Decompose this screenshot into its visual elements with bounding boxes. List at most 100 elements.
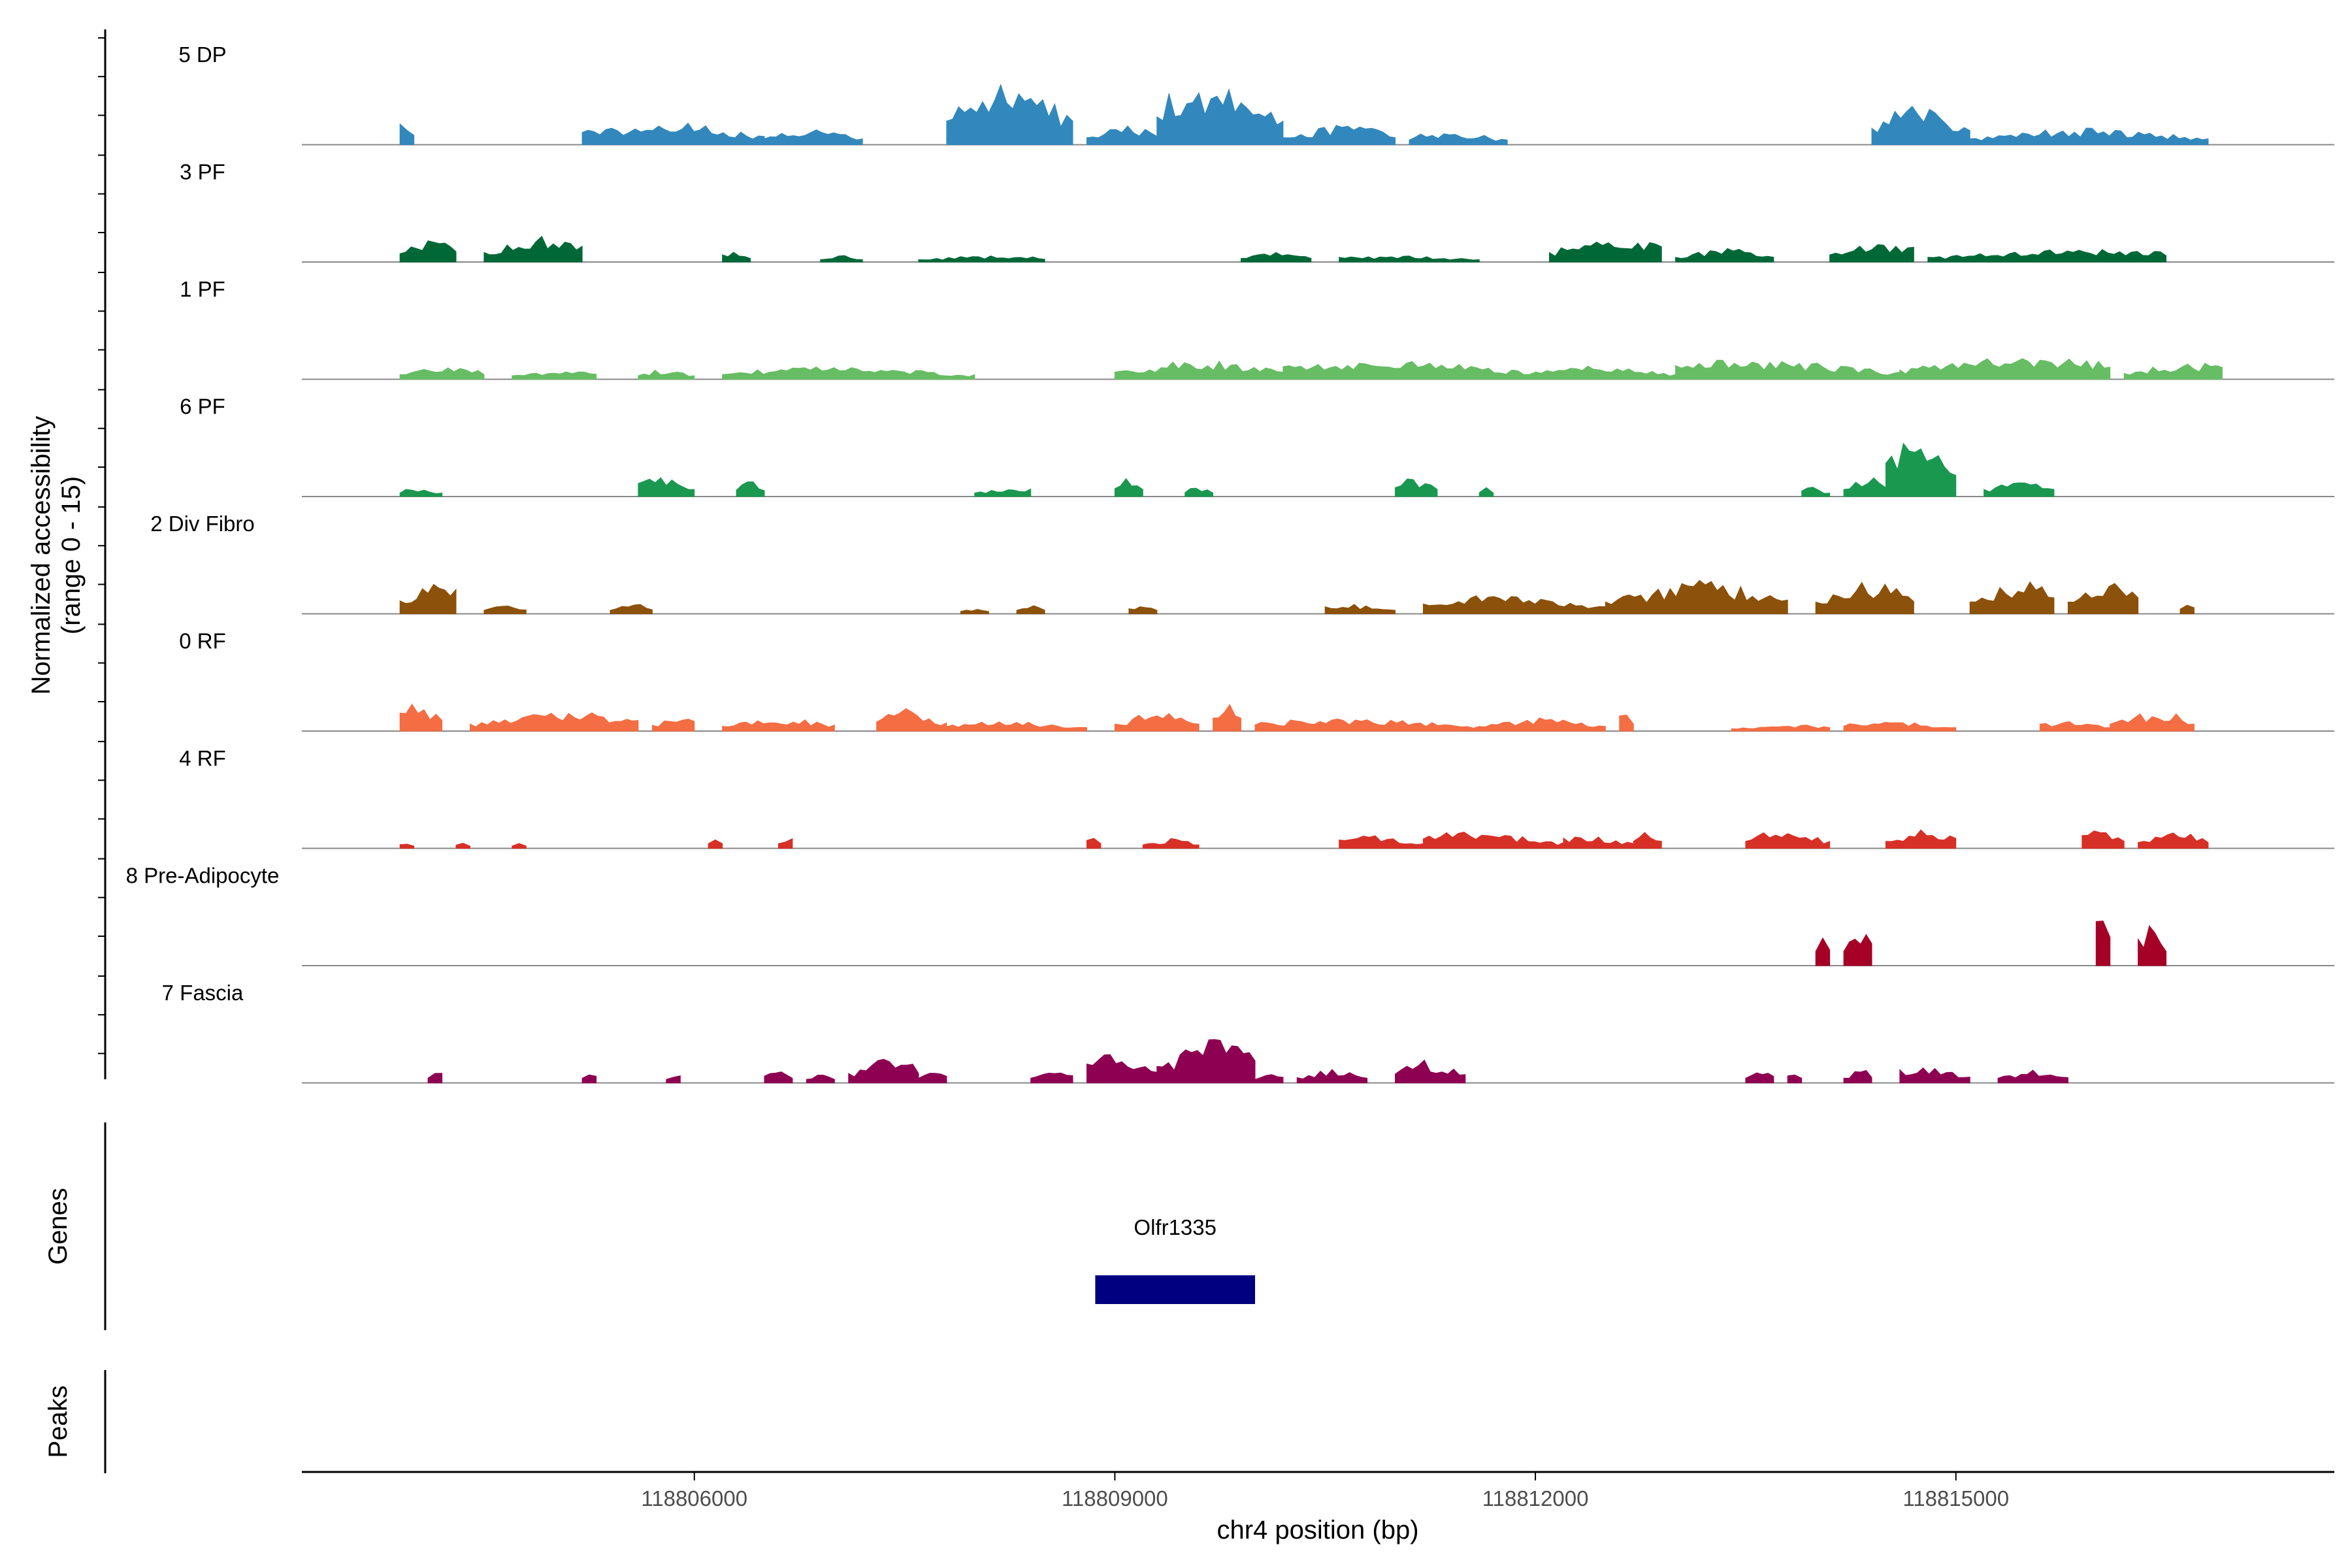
coverage-peak [399,583,457,614]
track-3: 6 PF [180,395,2334,497]
gene-body [1095,1275,1255,1304]
coverage-peak [638,477,695,497]
coverage-peak [1815,581,1914,614]
coverage-peak [1675,248,1774,263]
track-label: 4 RF [179,746,226,770]
coverage-peak [483,235,583,263]
y-axis-title-line1: Normalized accessibility [27,416,56,695]
coverage-peak [1254,718,1480,732]
track-7: 8 Pre-Adipocyte [126,864,2334,966]
coverage-peak [1997,1070,2068,1083]
track-0: 5 DP [178,42,2334,146]
track-8: 7 Fascia [162,981,2334,1084]
coverage-peak [1478,487,1494,497]
coverage-peak [722,719,835,732]
coverage-peak [1282,125,1396,145]
coverage-peak [610,604,653,614]
coverage-peak [1885,829,1957,849]
coverage-peak [1254,1074,1284,1083]
coverage-peak [736,481,765,497]
coverage-peak [2110,713,2195,732]
coverage-peak [483,605,527,614]
coverage-peak [1563,836,1634,849]
coverage-peak [1478,717,1606,732]
coverage-peak [1114,360,1284,380]
coverage-peak [1633,832,1662,849]
coverage-peak [918,1073,947,1083]
coverage-peak [455,842,470,849]
track-1: 3 PF [180,160,2334,263]
coverage-peak [764,1071,793,1083]
coverage-peak [638,369,695,380]
track-4: 2 Div Fibro [150,512,2334,615]
track-label: 1 PF [180,277,225,301]
coverage-peak [1422,595,1606,614]
x-tick-label: 118815000 [1903,1486,2009,1511]
coverage-peak [778,838,793,849]
coverage-peak [651,719,695,732]
coverage-peak [820,255,863,263]
coverage-peak [399,843,415,849]
coverage-peak [1815,937,1831,966]
coverage-peak [1829,244,1914,263]
track-label: 3 PF [180,160,225,184]
coverage-peak [1549,241,1662,263]
coverage-peak [1296,1069,1368,1083]
gene-annotations: Olfr1335 [1095,1215,1255,1304]
coverage-peak [1128,606,1158,614]
coverage-peak [2067,583,2139,614]
coverage-peak [581,1074,597,1083]
coverage-peak [2180,604,2195,614]
coverage-peak [1241,252,1312,263]
coverage-peak [512,371,597,380]
coverage-peak [1899,1067,1970,1083]
coverage-peak [1969,127,2209,145]
peaks-panel-label: Peaks [44,1385,73,1458]
coverage-peak [946,84,1073,145]
coverage-peak [1745,1072,1774,1083]
coverage-peak [1899,358,2111,380]
coverage-peak [1016,605,1045,614]
gene-label: Olfr1335 [1134,1215,1217,1239]
coverage-peak [1339,835,1424,849]
track-5: 0 RF [179,629,2334,732]
coverage-peak [1086,125,1158,145]
coverage-peak [1422,831,1564,849]
coverage-peak [1535,365,1676,380]
coverage-peak [876,708,947,732]
coverage-peak [1619,714,1634,732]
coverage-peak [1731,725,1831,732]
coverage-peak [2123,363,2223,380]
coverage-peak [1787,1074,1803,1083]
coverage-peak [1030,1072,1073,1083]
y-axis-ticks [98,37,105,1054]
coverage-peak [2138,925,2166,966]
x-axis-ticks: 118806000 118809000 118812000 118815000 [641,1472,2009,1511]
coverage-peak [1409,133,1508,145]
coverage-peak [708,839,723,849]
track-label: 5 DP [178,42,226,67]
coverage-peak [1984,482,2055,497]
track-label: 8 Pre-Adipocyte [126,864,280,888]
coverage-peak [2138,832,2209,849]
coverage-peak [1395,478,1438,497]
coverage-peak [1843,721,1957,732]
coverage-peak [974,488,1032,497]
coverage-peak [1843,1070,1872,1083]
coverage-peak [470,712,639,732]
coverage-tracks: 5 DP 3 PF 1 PF 6 PF 2 Div Fibro 0 RF 4 RF 8 Pre… [126,42,2334,1084]
x-tick-label: 118812000 [1482,1486,1589,1511]
coverage-peak [1086,1054,1158,1083]
coverage-peak [1675,359,1901,380]
track-label: 6 PF [180,395,225,419]
coverage-peak [1213,704,1241,732]
coverage-peak [764,129,863,145]
coverage-peak [1142,838,1200,849]
coverage-peak [399,240,457,263]
track-2: 1 PF [180,277,2334,380]
coverage-peak [1745,832,1831,849]
coverage-peak [1885,442,1957,497]
coverage-peak [2095,921,2111,966]
